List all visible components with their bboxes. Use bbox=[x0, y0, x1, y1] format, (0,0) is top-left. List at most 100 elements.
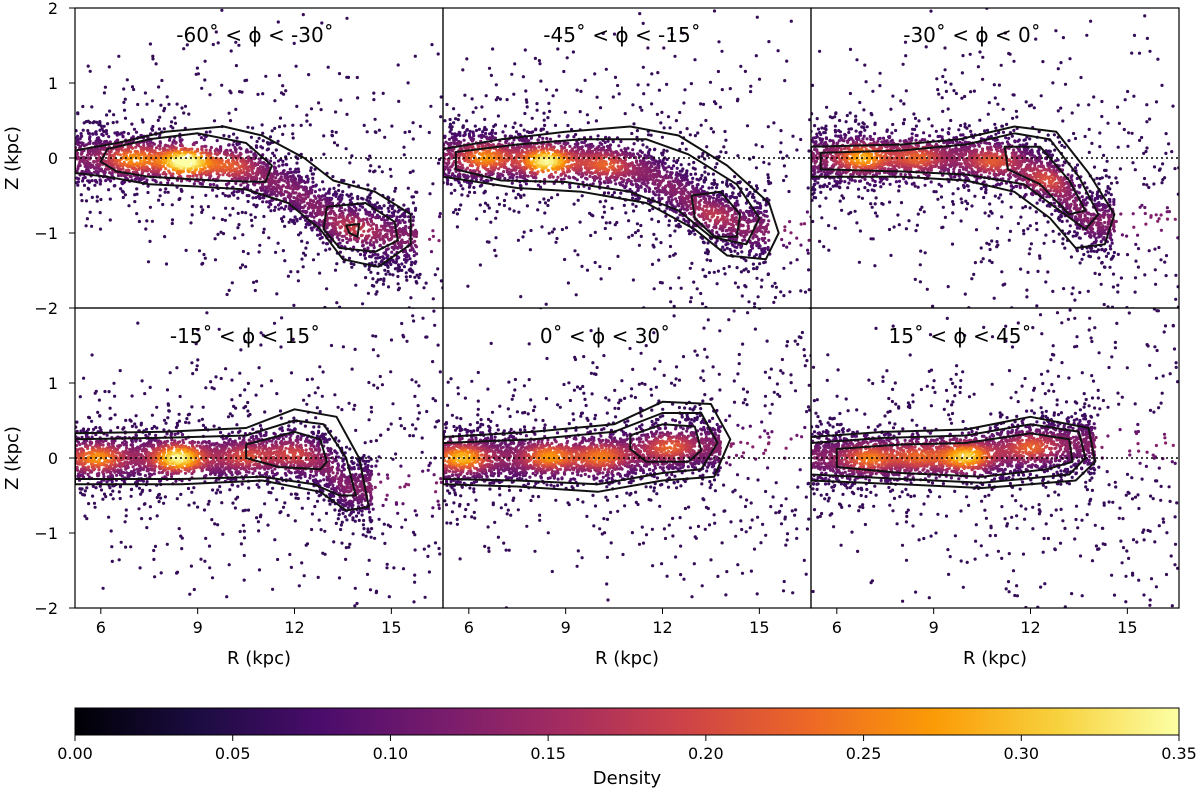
data-point bbox=[163, 159, 167, 163]
data-point bbox=[372, 241, 376, 245]
data-point bbox=[693, 232, 697, 236]
data-point bbox=[251, 165, 255, 169]
data-point bbox=[228, 194, 232, 198]
data-point bbox=[456, 160, 460, 164]
data-point bbox=[322, 187, 326, 191]
data-point bbox=[337, 208, 342, 213]
data-point bbox=[148, 239, 152, 243]
data-point bbox=[320, 21, 324, 25]
data-point bbox=[301, 251, 306, 255]
data-point bbox=[98, 150, 102, 154]
data-point bbox=[139, 150, 143, 154]
data-point bbox=[213, 152, 217, 156]
data-point bbox=[123, 180, 127, 184]
data-point bbox=[276, 20, 280, 24]
data-point bbox=[419, 393, 422, 396]
data-point bbox=[131, 135, 135, 139]
data-point bbox=[470, 164, 474, 168]
data-point bbox=[396, 263, 401, 267]
data-point bbox=[372, 170, 376, 174]
data-point bbox=[391, 273, 395, 277]
data-point bbox=[337, 188, 341, 193]
data-point bbox=[379, 277, 383, 281]
data-point bbox=[299, 123, 303, 127]
data-point bbox=[183, 104, 188, 108]
data-point bbox=[350, 208, 354, 212]
data-point bbox=[588, 174, 592, 178]
data-point bbox=[267, 177, 271, 181]
data-point bbox=[361, 205, 365, 209]
data-point bbox=[254, 205, 258, 209]
data-point bbox=[135, 187, 139, 191]
data-point bbox=[369, 238, 373, 242]
data-point bbox=[363, 256, 367, 260]
data-point bbox=[415, 252, 419, 256]
data-point bbox=[748, 213, 752, 217]
data-point bbox=[234, 181, 238, 185]
data-point bbox=[98, 148, 102, 152]
data-point bbox=[377, 206, 381, 210]
data-point bbox=[175, 160, 179, 164]
data-point bbox=[301, 13, 305, 17]
data-point bbox=[172, 145, 176, 149]
data-point bbox=[312, 225, 316, 229]
data-point bbox=[362, 229, 366, 233]
data-point bbox=[760, 237, 764, 241]
data-point bbox=[103, 140, 107, 144]
data-point bbox=[200, 168, 205, 172]
data-point bbox=[674, 197, 678, 201]
data-point bbox=[302, 179, 306, 183]
data-point bbox=[169, 174, 173, 178]
data-point bbox=[212, 182, 216, 187]
data-point bbox=[199, 205, 203, 209]
data-point bbox=[91, 121, 95, 125]
data-point bbox=[263, 169, 267, 173]
data-point bbox=[285, 190, 289, 194]
data-point bbox=[458, 175, 462, 179]
data-point bbox=[236, 211, 240, 215]
data-point bbox=[156, 164, 160, 168]
data-point bbox=[115, 120, 119, 124]
data-point bbox=[103, 85, 107, 89]
data-point bbox=[311, 258, 316, 262]
data-point bbox=[640, 181, 644, 185]
data-point bbox=[611, 171, 615, 176]
data-point bbox=[321, 180, 325, 184]
data-point bbox=[280, 219, 285, 223]
data-point bbox=[751, 192, 755, 197]
data-point bbox=[551, 164, 555, 168]
data-point bbox=[370, 357, 373, 360]
data-point bbox=[281, 169, 285, 173]
data-point bbox=[363, 251, 368, 255]
data-point bbox=[680, 179, 684, 183]
data-point bbox=[223, 218, 227, 222]
data-point bbox=[764, 203, 768, 207]
data-point bbox=[358, 345, 361, 348]
data-point bbox=[731, 220, 736, 224]
data-point bbox=[122, 87, 126, 91]
data-point bbox=[604, 155, 608, 159]
data-point bbox=[288, 186, 292, 190]
data-point bbox=[358, 252, 363, 257]
data-point bbox=[205, 158, 209, 162]
data-point bbox=[412, 254, 416, 258]
data-point bbox=[179, 154, 183, 158]
data-point bbox=[295, 196, 299, 200]
data-point bbox=[215, 194, 219, 198]
data-point bbox=[676, 158, 680, 162]
data-point bbox=[143, 91, 147, 95]
data-point bbox=[277, 125, 282, 129]
data-point bbox=[629, 179, 633, 183]
data-point bbox=[409, 296, 413, 300]
data-point bbox=[256, 163, 260, 167]
data-point bbox=[192, 162, 196, 166]
data-point bbox=[308, 199, 313, 203]
data-point bbox=[413, 367, 416, 370]
data-point bbox=[208, 130, 212, 134]
data-point bbox=[296, 279, 300, 283]
data-point bbox=[386, 195, 390, 199]
data-point bbox=[664, 214, 668, 218]
data-point bbox=[322, 152, 326, 156]
data-point bbox=[537, 145, 541, 149]
data-point bbox=[606, 139, 610, 143]
